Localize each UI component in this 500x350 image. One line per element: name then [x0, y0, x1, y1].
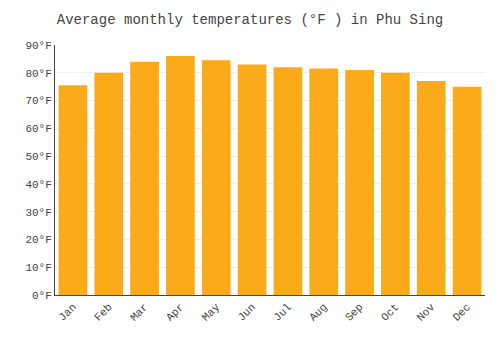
svg-text:Jul: Jul	[271, 301, 293, 323]
svg-text:Jan: Jan	[56, 301, 78, 323]
svg-text:0°F: 0°F	[32, 290, 52, 302]
svg-text:Jun: Jun	[236, 301, 258, 323]
svg-text:Apr: Apr	[164, 301, 186, 323]
svg-text:50°F: 50°F	[25, 151, 51, 163]
svg-text:Mar: Mar	[128, 301, 150, 323]
svg-text:90°F: 90°F	[25, 40, 51, 52]
svg-text:Dec: Dec	[451, 301, 473, 323]
svg-text:Sep: Sep	[343, 301, 365, 323]
svg-text:40°F: 40°F	[25, 179, 51, 191]
svg-text:70°F: 70°F	[25, 95, 51, 107]
svg-text:Nov: Nov	[415, 301, 438, 324]
svg-text:60°F: 60°F	[25, 123, 51, 135]
svg-text:Average monthly temperatures (: Average monthly temperatures (°F ) in Ph…	[57, 12, 443, 28]
svg-text:30°F: 30°F	[25, 207, 51, 219]
svg-text:80°F: 80°F	[25, 68, 51, 80]
svg-text:Feb: Feb	[92, 301, 114, 323]
svg-text:May: May	[200, 301, 223, 324]
svg-text:Aug: Aug	[307, 301, 329, 323]
svg-text:20°F: 20°F	[25, 234, 51, 246]
svg-text:Oct: Oct	[379, 301, 401, 323]
svg-text:10°F: 10°F	[25, 262, 51, 274]
